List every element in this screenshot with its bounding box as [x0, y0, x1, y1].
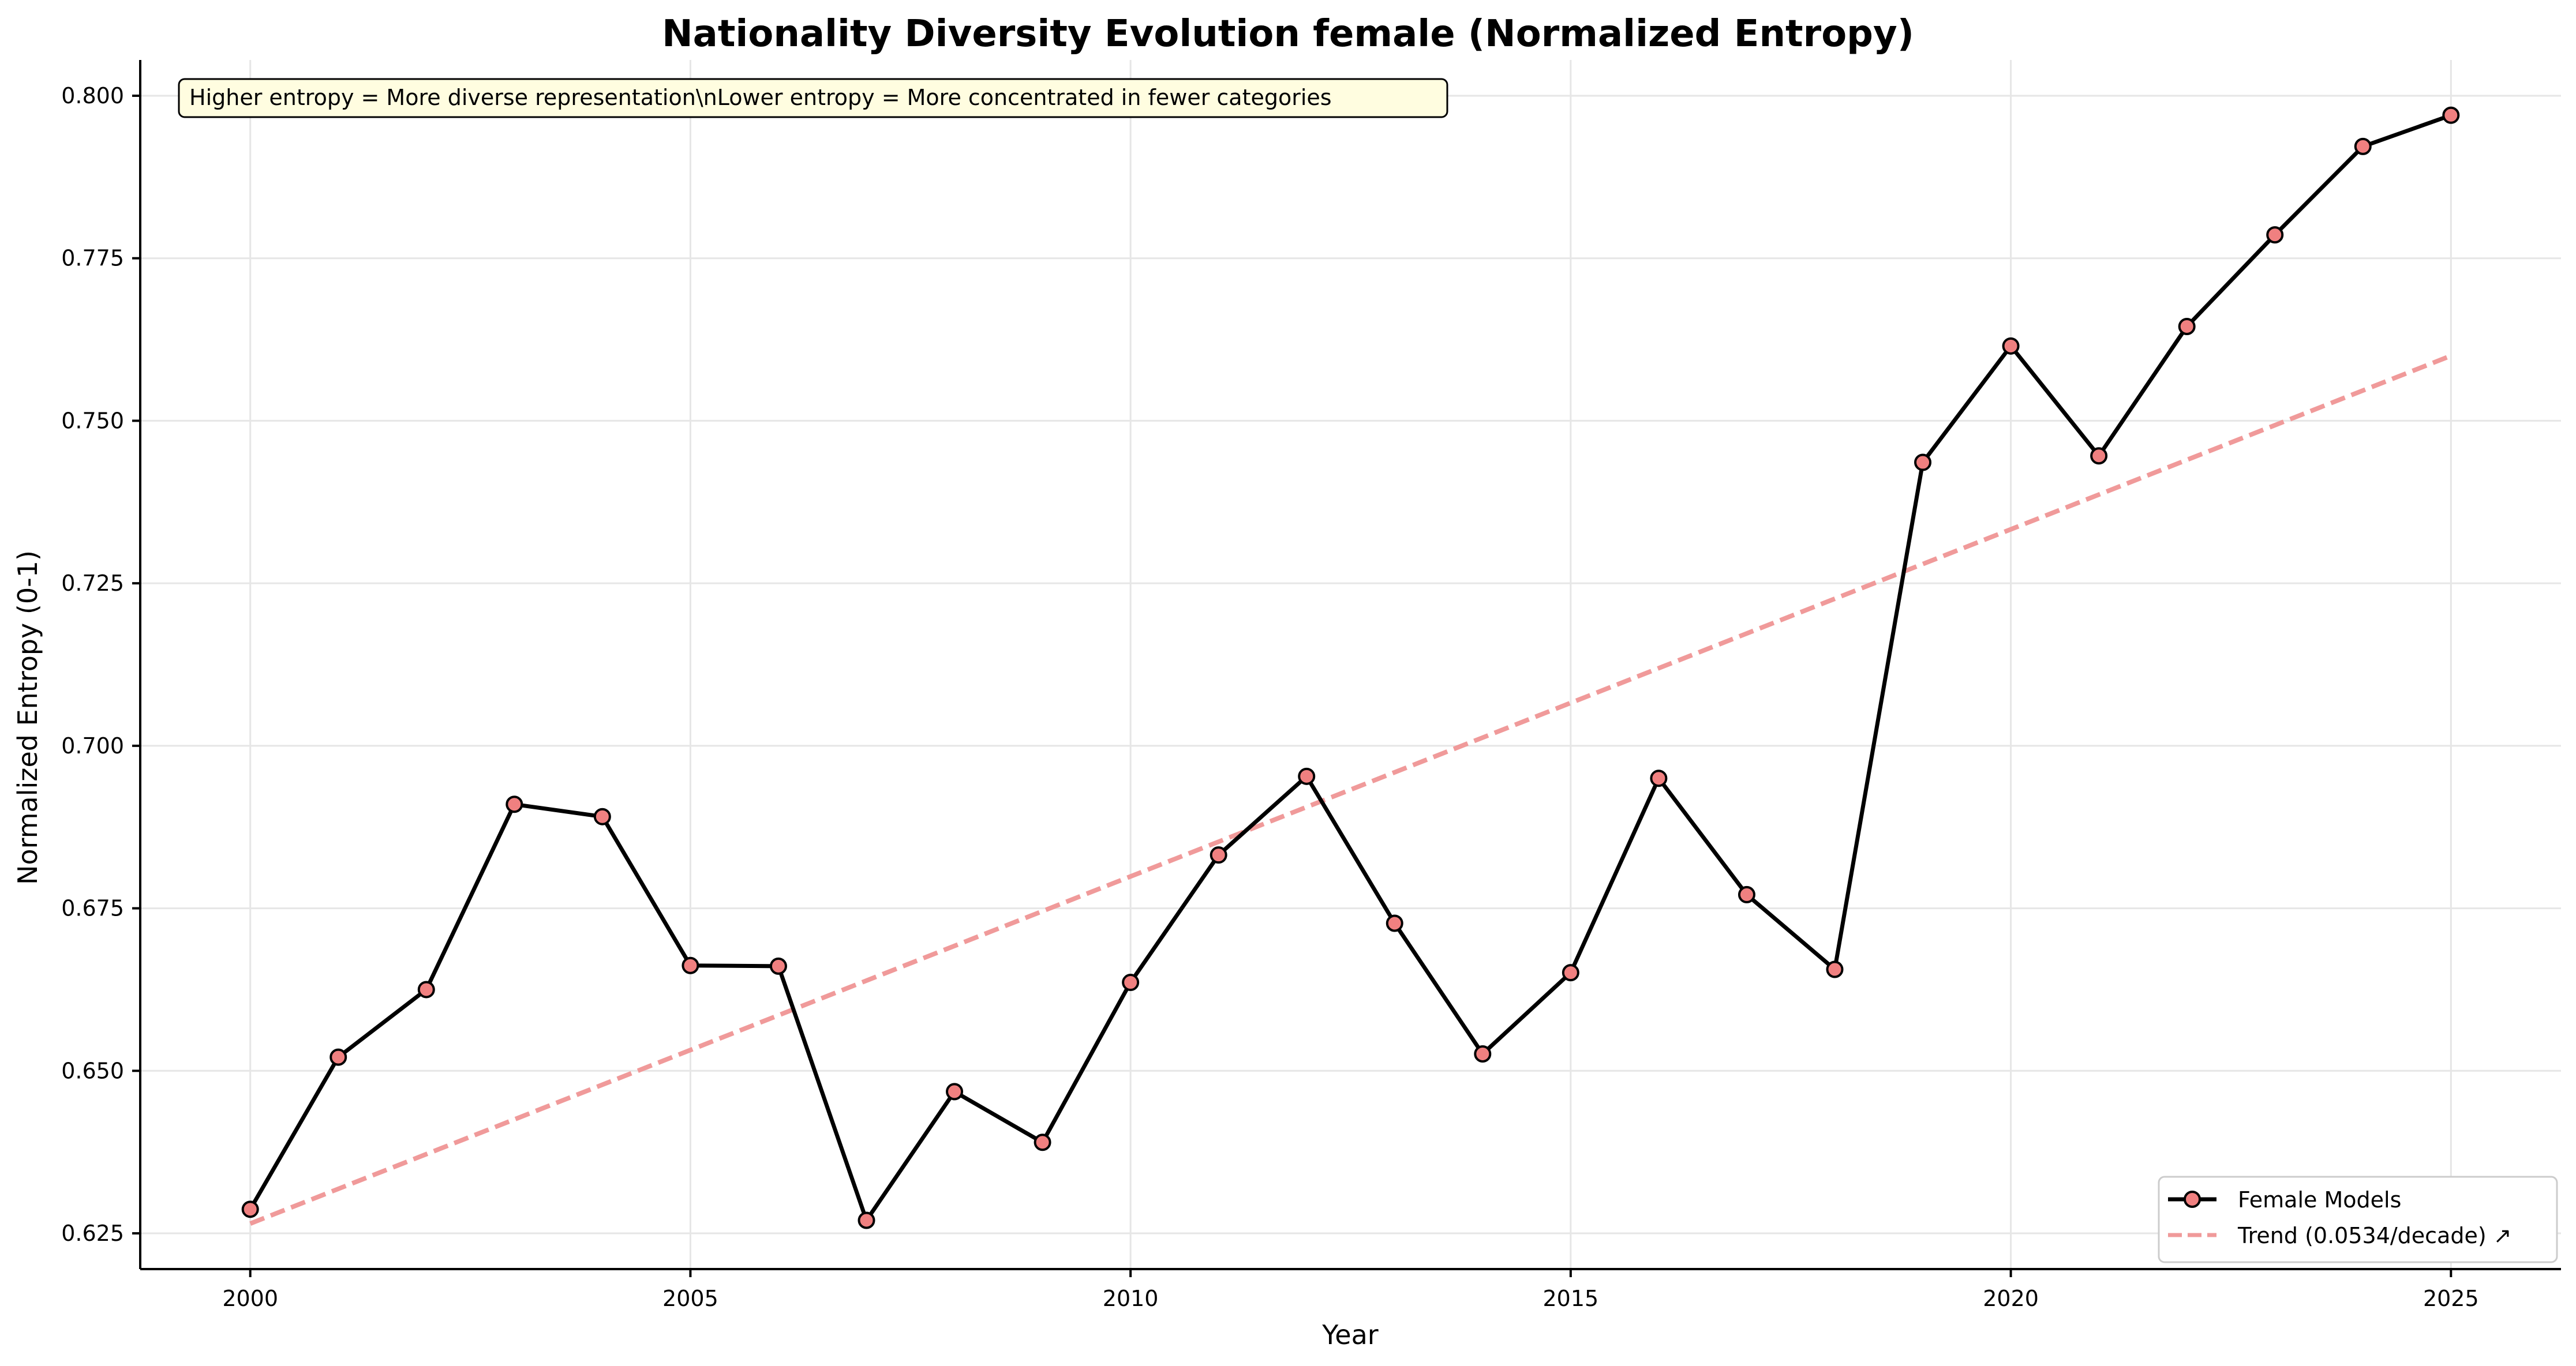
legend-frame	[2158, 1176, 2558, 1263]
x-tick-label: 2000	[222, 1286, 278, 1311]
chart-title: Nationality Diversity Evolution female (…	[662, 13, 1914, 55]
data-point	[1562, 964, 1579, 982]
legend-marker-female-models	[2184, 1191, 2201, 1208]
data-point	[241, 1200, 259, 1218]
y-tick-label: 0.675	[61, 896, 124, 921]
data-point	[593, 808, 611, 825]
data-point	[2178, 318, 2196, 336]
data-point	[1738, 885, 1755, 903]
data-point	[2002, 337, 2020, 355]
female-models-series	[241, 106, 2460, 1229]
x-tick-label: 2020	[1983, 1286, 2039, 1311]
data-point	[1210, 846, 1227, 864]
y-tick-label: 0.775	[61, 246, 124, 271]
data-point	[1298, 767, 1316, 785]
tick-labels: 2000 2005 2010 2015 2020 2025 0.625 0.650 0.675 0…	[61, 83, 2478, 1311]
data-point	[2090, 447, 2108, 465]
data-point	[682, 956, 699, 974]
data-point	[330, 1048, 347, 1066]
data-point	[1826, 960, 1844, 978]
y-tick-label: 0.625	[61, 1221, 124, 1246]
female-models-line	[248, 113, 2452, 1222]
data-point	[1386, 914, 1403, 932]
data-point	[2266, 226, 2284, 244]
y-axis-label: Normalized Entropy (0-1)	[12, 550, 43, 885]
x-tick-label: 2025	[2423, 1286, 2479, 1311]
data-point	[1474, 1045, 1492, 1063]
y-tick-label: 0.725	[61, 571, 124, 596]
data-point	[417, 981, 435, 999]
x-axis-label: Year	[1321, 1319, 1378, 1350]
y-tick-label: 0.700	[61, 733, 124, 759]
annotation-text: Higher entropy = More diverse representa…	[189, 85, 1332, 110]
y-tick-label: 0.750	[61, 408, 124, 433]
legend: Female Models Trend (0.0534/decade) ↗	[2158, 1176, 2558, 1263]
data-point	[2354, 137, 2372, 155]
data-point	[1122, 974, 1140, 992]
x-tick-label: 2015	[1543, 1286, 1599, 1311]
legend-label-female-models: Female Models	[2238, 1187, 2401, 1213]
x-tick-label: 2005	[662, 1286, 718, 1311]
data-point	[769, 957, 787, 975]
data-point	[1034, 1134, 1051, 1151]
data-point	[506, 795, 523, 813]
annotation-background	[178, 78, 1448, 118]
legend-label-trend: Trend (0.0534/decade) ↗	[2237, 1223, 2512, 1248]
data-point	[858, 1211, 875, 1229]
annotation-box: Higher entropy = More diverse representa…	[178, 78, 1448, 118]
axes	[132, 60, 2561, 1277]
data-point	[1914, 453, 1932, 471]
y-tick-label: 0.800	[61, 83, 124, 108]
x-tick-label: 2010	[1103, 1286, 1159, 1311]
data-point	[2442, 106, 2460, 124]
data-point	[1650, 770, 1668, 787]
y-tick-label: 0.650	[61, 1058, 124, 1083]
data-point	[946, 1083, 964, 1101]
